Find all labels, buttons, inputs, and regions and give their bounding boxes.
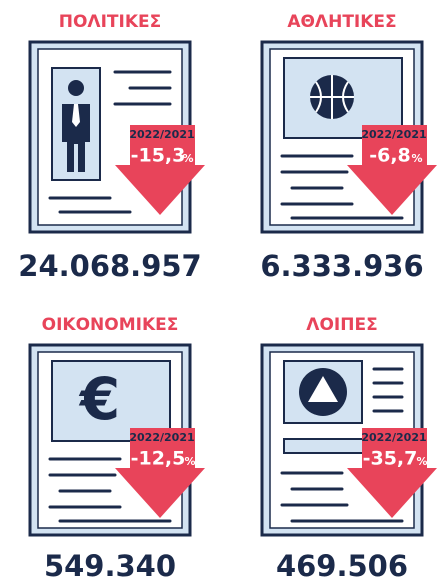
change-label: -12,5 — [131, 448, 186, 470]
change-label: -6,8 — [369, 145, 411, 167]
panel-title: ΠΟΛΙΤΙΚΕΣ — [59, 12, 161, 32]
total-label: 549.340 — [44, 549, 176, 583]
period-label: 2022/2021 — [129, 431, 194, 444]
change-label: -15,3 — [131, 145, 186, 167]
unit-label: % — [416, 455, 427, 468]
panel: ΠΟΛΙΤΙΚΕΣ 2022/2021 -15,3 % 24.068.957 — [18, 12, 205, 283]
total-label: 6.333.936 — [260, 249, 423, 283]
unit-label: % — [182, 152, 193, 165]
euro-icon: € — [78, 365, 120, 433]
panel: ΛΟΙΠΕΣ 2022/2021 -35,7 % 469.506 — [260, 315, 437, 583]
panel-title: ΛΟΙΠΕΣ — [306, 315, 377, 335]
period-label: 2022/2021 — [361, 128, 426, 141]
unit-label: % — [184, 455, 195, 468]
panel: ΟΙΚΟΝΟΜΙΚΕΣ € 2022/2021 -12,5 % 549.340 — [28, 315, 205, 583]
period-label: 2022/2021 — [129, 128, 194, 141]
total-label: 469.506 — [276, 549, 408, 583]
panel-title: ΑΘΛΗΤΙΚΕΣ — [287, 12, 396, 32]
panel: ΑΘΛΗΤΙΚΕΣ 2022/2021 -6,8 % 6.333.936 — [260, 12, 437, 283]
change-label: -35,7 — [363, 448, 418, 470]
panel-title: ΟΙΚΟΝΟΜΙΚΕΣ — [42, 315, 179, 335]
unit-label: % — [411, 152, 422, 165]
total-label: 24.068.957 — [18, 249, 201, 283]
period-label: 2022/2021 — [361, 431, 426, 444]
